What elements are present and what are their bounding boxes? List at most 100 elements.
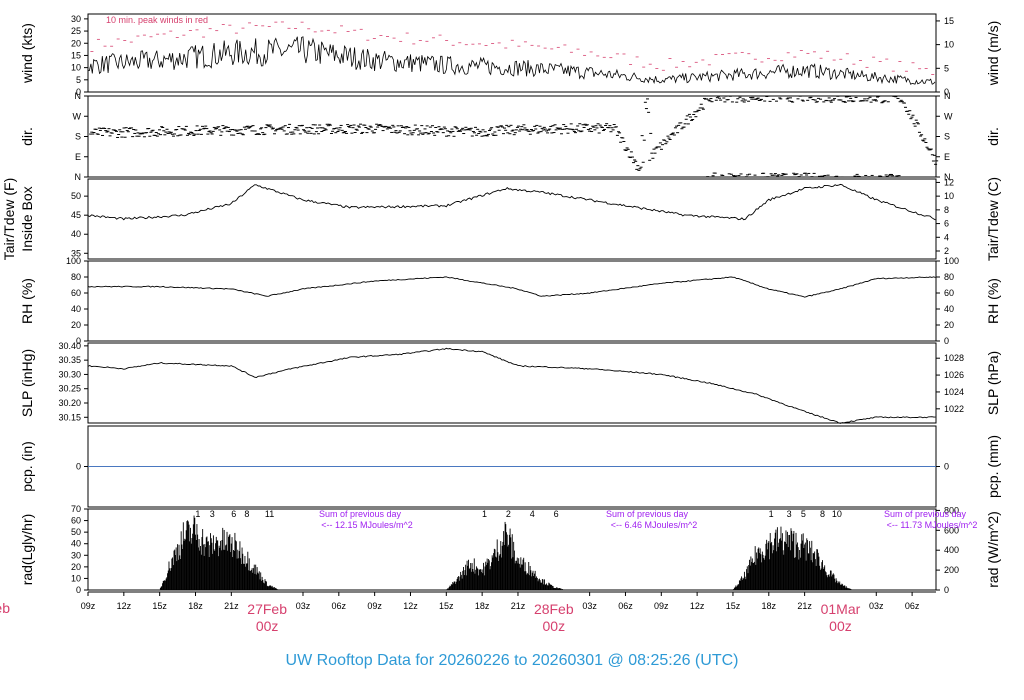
y-tick-label-right: 600: [944, 525, 959, 535]
y-axis-label-right: SLP (hPa): [985, 351, 1001, 415]
y-axis-label-left: RH (%): [19, 278, 35, 324]
y-tick-label-left: 30.25: [58, 384, 81, 394]
y-tick-label-left: 30: [71, 550, 81, 560]
y-tick-label-right: 2: [944, 246, 949, 256]
y-tick-label-left: 50: [71, 191, 81, 201]
y-tick-label-right: 10: [944, 40, 954, 50]
y-tick-label-left: 45: [71, 210, 81, 220]
y-axis-label-left: pcp. (in): [19, 441, 35, 492]
y-axis-label-left: rad(Lgly/hr): [19, 514, 35, 586]
panel-pcp: pcp. (in) pcp. (mm) 0 0: [19, 425, 1001, 508]
time-axis: 09z 12z 15z 18z 21z 03z 06z 09z 12z 15z 18z 21z 03z 0…: [0, 591, 936, 634]
y-tick-label-left: 10: [71, 63, 81, 73]
x-tick-label: 21z: [224, 601, 239, 611]
y-tick-label-right: 6: [944, 219, 949, 229]
daily-sum-value: <-- 6.46 MJoules/m^2: [611, 520, 698, 530]
peak-wind-note: 10 min. peak winds in red: [106, 15, 208, 25]
day-label-hour: 00z: [543, 618, 566, 634]
y-tick-label-left: 10: [71, 573, 81, 583]
x-tick-label: 18z: [475, 601, 490, 611]
x-tick-label: 12z: [403, 601, 418, 611]
x-tick-label: 03z: [296, 601, 311, 611]
sun-hour-mark: 11: [265, 509, 274, 519]
y-tick-label-left: 30.40: [58, 341, 81, 351]
sun-hour-mark: 5: [801, 509, 806, 519]
y-tick-label-right: 800: [944, 505, 959, 515]
y-tick-label-left: 20: [71, 562, 81, 572]
x-tick-label: 18z: [762, 601, 777, 611]
x-tick-label: 09z: [654, 601, 669, 611]
y-tick-label-left: 25: [71, 26, 81, 36]
chart-panels: wind (kts) wind (m/s)05101520253005101510…: [1, 13, 1001, 595]
chart-title: UW Rooftop Data for 20260226 to 20260301…: [286, 652, 739, 669]
y-tick-label-right: 10: [944, 191, 954, 201]
panel-frame: [87, 95, 937, 178]
y-tick-label-right: 100: [944, 256, 959, 266]
y-tick-label-right: S: [944, 132, 950, 142]
y-tick-label-right: 1026: [944, 370, 964, 380]
y-axis-label-right: rad (W/m^2): [985, 511, 1001, 588]
y-tick-label-right: 0: [944, 336, 949, 346]
slp-line: [87, 347, 936, 424]
y-tick-label-right: 12: [944, 177, 954, 187]
day-label-date: 28Feb: [534, 601, 574, 617]
y-tick-label-left: 35: [71, 248, 81, 258]
y-tick-label-left: 100: [66, 256, 81, 266]
day-label-hour: 00z: [829, 618, 852, 634]
y-tick-label-left: 20: [71, 38, 81, 48]
day-label-cut: eb: [0, 600, 10, 616]
day-label-date: 01Mar: [821, 601, 861, 617]
y-tick-label-left: 30.30: [58, 369, 81, 379]
y-tick-label-right: 200: [944, 565, 959, 575]
y-tick-label-left: 30.20: [58, 398, 81, 408]
y-tick-label-left: 40: [71, 539, 81, 549]
sun-hour-mark: 1: [195, 509, 200, 519]
y-axis-label-right: Tair/Tdew (C): [985, 177, 1001, 261]
daily-sum-title: Sum of previous day: [319, 509, 402, 519]
y-tick-label-left: 40: [71, 229, 81, 239]
y-tick-label-left: N: [75, 172, 82, 182]
daily-sum-title: Sum of previous day: [606, 509, 689, 519]
y-axis-label-left: Tair/Tdew (F): [1, 178, 17, 260]
sun-hour-mark: 6: [554, 509, 559, 519]
daily-sum-value: <-- 11.73 MJoules/m^2: [887, 520, 978, 530]
y-tick-label-right: 1022: [944, 404, 964, 414]
panel-wind: wind (kts) wind (m/s) 0 5 10 15 20 25 30 0 5 10 15 10…: [19, 13, 1001, 97]
panel-slp: SLP (inHg) SLP (hPa) 30.15 30.20 30.25 30.30 3…: [19, 341, 1001, 424]
sun-hour-mark: 4: [530, 509, 535, 519]
y-axis-label-right: dir.: [985, 127, 1001, 146]
x-tick-label: 09z: [367, 601, 382, 611]
y-tick-label-left: 70: [71, 504, 81, 514]
y-tick-label-left: 30.15: [58, 412, 81, 422]
y-tick-label-left: S: [75, 132, 81, 142]
wind-direction-series: [89, 95, 939, 178]
y-axis-label-right: RH (%): [985, 278, 1001, 324]
y-tick-label-left: 0: [76, 87, 81, 97]
y-tick-label-right: 40: [944, 304, 954, 314]
panel-frame: [87, 260, 937, 342]
y-tick-label-right: 1028: [944, 353, 964, 363]
panel-frame: [87, 178, 937, 260]
y-axis-label-left: wind (kts): [19, 23, 35, 84]
sun-hour-mark: 6: [231, 509, 236, 519]
panel-frame: [87, 13, 937, 93]
x-tick-label: 06z: [905, 601, 920, 611]
y-tick-label-left: 15: [71, 50, 81, 60]
x-tick-label: 12z: [690, 601, 705, 611]
y-tick-label-right: 400: [944, 545, 959, 555]
y-tick-label-right: 1024: [944, 387, 964, 397]
sun-hour-mark: 3: [787, 509, 792, 519]
x-tick-label: 15z: [152, 601, 167, 611]
y-tick-label-left: 30.35: [58, 355, 81, 365]
y-tick-label-left: W: [73, 111, 82, 121]
x-tick-label: 21z: [511, 601, 526, 611]
y-tick-label-right: 4: [944, 232, 949, 242]
y-axis-label-right: pcp. (mm): [985, 435, 1001, 498]
day-label-hour: 00z: [256, 618, 279, 634]
y-tick-label-right: 20: [944, 320, 954, 330]
x-tick-label: 09z: [81, 601, 96, 611]
y-tick-label-left: 0: [76, 585, 81, 595]
y-tick-label-right: 0: [944, 462, 949, 472]
